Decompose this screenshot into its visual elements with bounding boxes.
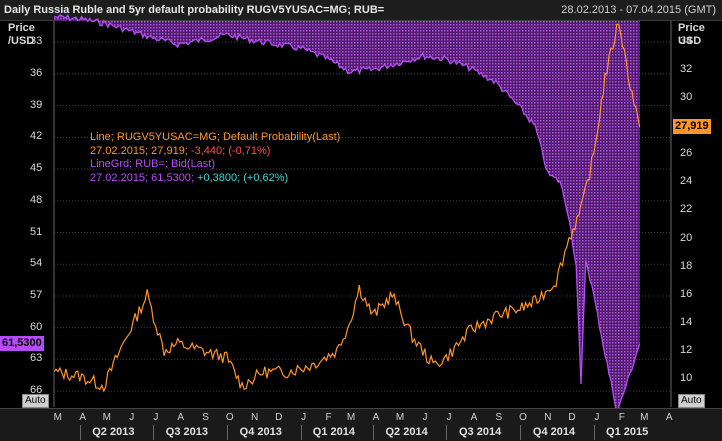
left-tick-label: 48 — [30, 193, 43, 206]
x-quarter-separator — [446, 425, 448, 440]
right-tick-label: 14 — [680, 315, 693, 328]
x-month-label: A — [372, 412, 380, 423]
x-month-label: J — [446, 412, 452, 423]
x-month-label: F — [325, 412, 332, 423]
x-month-label: M — [102, 412, 111, 423]
x-month-label: A — [665, 412, 673, 423]
right-axis-header-line2: USD — [678, 35, 702, 47]
right-axis-header-line1: Price — [678, 22, 705, 34]
left-tick-label: 42 — [30, 130, 43, 143]
right-tick-label: 26 — [680, 147, 693, 160]
x-month-label: M — [640, 412, 649, 423]
chart-title: Daily Russia Ruble and 5yr default proba… — [4, 4, 385, 16]
x-month-label: J — [129, 412, 135, 423]
right-tick-label: 34 — [680, 35, 693, 48]
x-month-label: O — [225, 412, 234, 423]
legend-prob-date-value: 27.02.2015; 27,919; — [90, 144, 188, 157]
x-month-label: S — [202, 412, 209, 423]
left-tick-label: 60 — [30, 320, 43, 333]
x-quarter-separator — [79, 425, 81, 440]
right-auto-scale-button[interactable]: Auto — [678, 394, 705, 408]
legend-rub-date-value: 27.02.2015; 61,5300; — [90, 171, 194, 184]
left-tick-label: 33 — [30, 35, 43, 48]
x-axis: M A M J J A S O N D J F M A M J J A S O N D J F M A Q2 2013 Q3 2013… — [0, 408, 722, 441]
right-tick-label: 20 — [680, 231, 693, 244]
title-bar: Daily Russia Ruble and 5yr default proba… — [0, 0, 722, 21]
rub-last-value-tag: 61,5300 — [0, 335, 44, 351]
legend-prob-values: 27.02.2015; 27,919; -3,440; (-0,71%) — [90, 145, 340, 159]
legend-rub-title: LineGrd; RUB=; Bid(Last) — [90, 158, 216, 170]
x-month-label: M — [346, 412, 356, 423]
x-month-label: D — [568, 412, 576, 423]
left-tick-label: 36 — [30, 66, 43, 79]
left-axis-header-line1: Price — [8, 22, 35, 34]
left-tick-label: 63 — [30, 352, 43, 365]
x-month-label: J — [594, 412, 600, 423]
chart-legend: Line; RUGV5YUSAC=MG; Default Probability… — [90, 131, 340, 185]
left-tick-label: 45 — [30, 162, 43, 175]
right-tick-label: 32 — [680, 63, 693, 76]
legend-rub-change: +0,3800; (+0,62%) — [197, 171, 289, 184]
legend-prob-title: Line; RUGV5YUSAC=MG; Default Probability… — [90, 131, 341, 143]
x-quarter-label: Q3 2013 — [165, 426, 208, 438]
left-auto-scale-button[interactable]: Auto — [22, 394, 49, 408]
x-quarter-label: Q4 2013 — [239, 426, 282, 438]
x-month-label: J — [301, 412, 307, 423]
x-quarter-separator — [372, 425, 374, 440]
left-tick-label: 39 — [30, 98, 43, 111]
x-month-label: J — [422, 412, 428, 423]
x-month-label: A — [177, 412, 185, 423]
right-tick-label: 10 — [680, 371, 693, 384]
left-tick-label: 54 — [30, 257, 43, 270]
right-tick-label: 16 — [680, 287, 693, 300]
x-quarter-separator — [593, 425, 595, 440]
right-tick-label: 18 — [680, 259, 693, 272]
x-quarter-label: Q1 2014 — [312, 426, 355, 438]
x-month-label: N — [251, 412, 259, 423]
x-quarter-separator — [226, 425, 228, 440]
left-tick-label: 51 — [30, 225, 43, 238]
x-month-label: F — [618, 412, 625, 423]
right-tick-label: 30 — [680, 91, 693, 104]
x-quarter-separator — [300, 425, 302, 440]
x-quarter-label: Q1 2015 — [606, 426, 649, 438]
prob-last-value-tag: 27,919 — [673, 119, 711, 135]
x-quarter-label: Q4 2014 — [532, 426, 576, 438]
left-axis-header: Price /USD — [8, 22, 35, 48]
right-tick-label: 24 — [680, 175, 693, 188]
left-tick-label: 66 — [30, 384, 43, 397]
x-quarter-separator — [519, 425, 521, 440]
x-quarter-label: Q3 2014 — [459, 426, 502, 438]
x-month-label: O — [519, 412, 527, 423]
left-axis-header-line2: /USD — [8, 35, 35, 47]
right-tick-label: 12 — [680, 343, 693, 356]
right-axis-header: Price USD — [678, 22, 705, 48]
right-tick-label: 22 — [680, 203, 693, 216]
x-month-label: N — [544, 412, 552, 423]
legend-prob-change: -3,440; (-0,71%) — [190, 144, 271, 157]
x-month-label: A — [79, 412, 87, 423]
legend-rub-values: 27.02.2015; 61,5300; +0,3800; (+0,62%) — [90, 172, 340, 186]
x-quarter-separator — [152, 425, 154, 440]
x-month-label: M — [53, 412, 62, 423]
x-month-label: A — [470, 412, 478, 423]
x-month-label: J — [153, 412, 159, 423]
x-month-label: M — [395, 412, 405, 423]
x-month-label: D — [275, 412, 283, 423]
left-tick-label: 57 — [30, 288, 43, 301]
x-quarter-label: Q2 2013 — [92, 426, 135, 438]
x-quarter-label: Q2 2014 — [385, 426, 428, 438]
prob-series-line — [53, 23, 641, 393]
rub-area — [54, 14, 640, 414]
x-month-label: S — [495, 412, 503, 423]
rub-series-line — [53, 13, 641, 416]
date-range: 28.02.2013 - 07.04.2015 (GMT) — [561, 4, 716, 16]
